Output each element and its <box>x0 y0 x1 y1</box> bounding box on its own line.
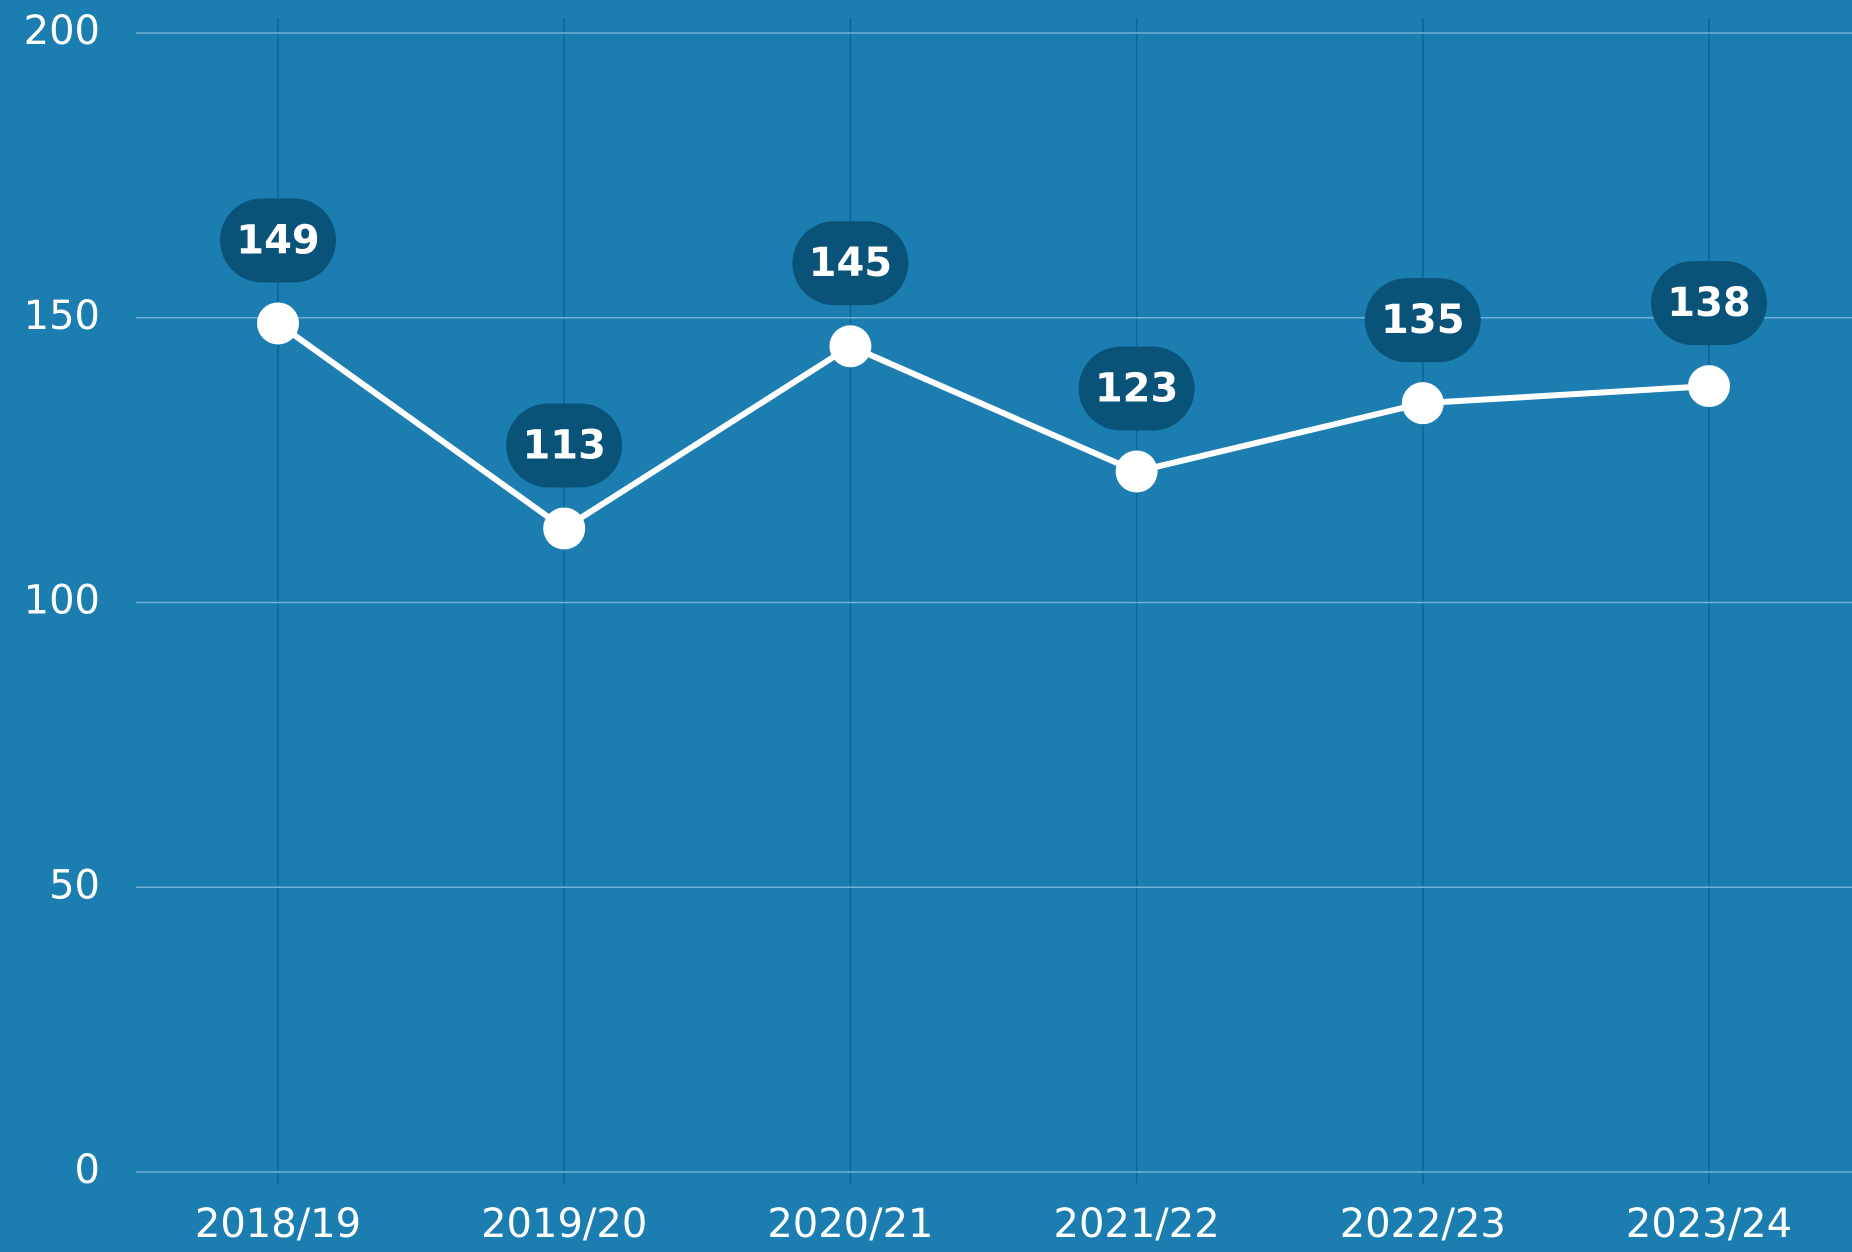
y-tick-label: 0 <box>75 1147 100 1193</box>
marker <box>1688 365 1730 408</box>
data-label-bg <box>220 198 336 283</box>
y-tick-label: 200 <box>24 8 100 54</box>
x-tick-label: 2023/24 <box>1626 1201 1792 1247</box>
y-tick-label: 100 <box>24 578 100 624</box>
marker <box>1401 382 1444 425</box>
x-tick-label: 2019/20 <box>481 1201 647 1247</box>
marker <box>829 325 872 368</box>
data-label: 123 <box>1095 366 1179 412</box>
y-tick-label: 50 <box>49 862 100 908</box>
x-tick-label: 2021/22 <box>1054 1201 1220 1247</box>
data-label: 113 <box>522 422 606 468</box>
marker <box>1115 450 1158 493</box>
data-label: 135 <box>1381 297 1465 343</box>
x-tick-label: 2018/19 <box>195 1201 361 1247</box>
data-label: 145 <box>809 240 893 286</box>
data-label-bg <box>1078 346 1195 431</box>
marker <box>257 302 299 345</box>
data-label: 149 <box>236 217 320 263</box>
data-label-bg <box>1651 261 1767 346</box>
x-tick-label: 2020/21 <box>767 1201 933 1247</box>
line <box>276 321 1710 532</box>
data-label-bg <box>506 403 623 488</box>
y-tick-label: 150 <box>24 293 100 339</box>
marker <box>543 507 586 550</box>
data-label-bg <box>792 221 909 306</box>
data-label-bg <box>1364 278 1481 363</box>
data-label: 138 <box>1667 280 1751 326</box>
x-tick-label: 2022/23 <box>1340 1201 1506 1247</box>
